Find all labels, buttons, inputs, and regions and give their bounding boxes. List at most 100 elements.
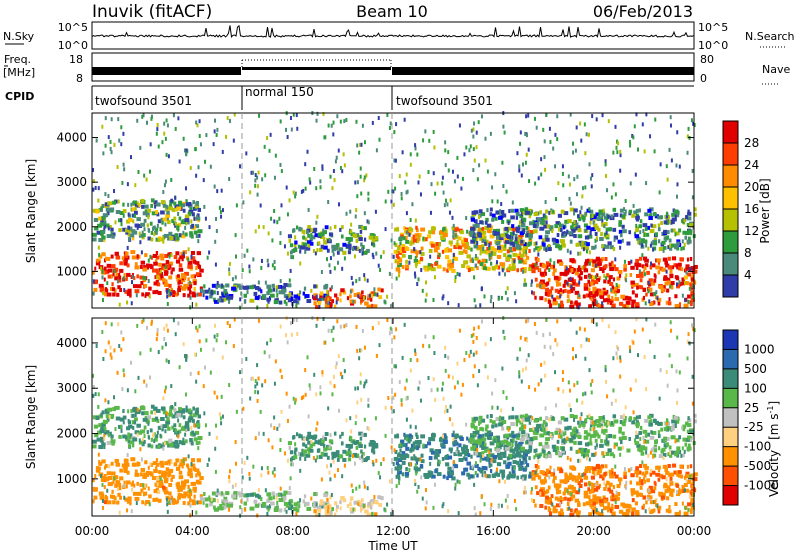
power-cell xyxy=(428,248,433,253)
velocity-cell xyxy=(575,490,580,495)
power-cell xyxy=(414,233,420,238)
velocity-cell xyxy=(621,421,626,426)
velocity-cell xyxy=(431,474,436,479)
velocity-noise xyxy=(429,461,432,466)
power-cell xyxy=(603,279,607,284)
power-noise xyxy=(648,299,651,304)
power-noise xyxy=(582,186,585,191)
power-cell xyxy=(605,233,610,238)
power-noise xyxy=(579,251,582,256)
power-noise xyxy=(304,186,307,191)
power-cell xyxy=(178,203,182,208)
velocity-cell xyxy=(335,504,339,509)
velocity-cell xyxy=(539,487,545,492)
power-cell xyxy=(349,229,353,234)
velocity-cell xyxy=(314,458,317,463)
power-cell xyxy=(125,259,128,264)
power-cell xyxy=(134,265,140,270)
velocity-cell xyxy=(302,442,305,447)
velocity-cell xyxy=(609,508,613,513)
velocity-cell xyxy=(640,445,645,450)
power-noise xyxy=(447,150,450,155)
power-cell xyxy=(184,232,188,237)
velocity-cell xyxy=(581,422,586,427)
power-cell xyxy=(612,207,617,212)
power-cell xyxy=(366,304,372,309)
power-cell xyxy=(631,213,636,218)
power-cell xyxy=(168,283,172,288)
power-cell xyxy=(427,263,432,268)
power-cell xyxy=(118,228,122,233)
power-noise xyxy=(468,148,471,153)
power-noise xyxy=(187,247,190,252)
power-cell xyxy=(320,234,325,239)
power-noise xyxy=(649,134,652,139)
velocity-noise xyxy=(420,475,423,480)
power-cell xyxy=(588,304,593,309)
power-cell xyxy=(126,263,130,268)
power-noise xyxy=(505,189,508,194)
power-cell xyxy=(172,236,176,241)
power-noise xyxy=(269,132,272,137)
power-cell xyxy=(304,249,307,254)
velocity-cell xyxy=(656,465,661,470)
power-cell xyxy=(528,267,533,272)
velocity-cell xyxy=(345,443,351,448)
power-noise xyxy=(390,199,393,204)
power-noise xyxy=(475,130,478,135)
velocity-cell xyxy=(584,448,588,453)
velocity-cell xyxy=(420,453,424,458)
velocity-cell xyxy=(144,460,148,465)
velocity-cell xyxy=(634,441,640,446)
power-noise xyxy=(628,139,631,144)
power-noise xyxy=(645,181,648,186)
velocity-cell xyxy=(322,452,328,457)
power-noise xyxy=(154,204,157,209)
power-cell xyxy=(310,235,316,240)
velocity-cell xyxy=(198,440,201,445)
power-noise xyxy=(491,185,494,190)
power-cell xyxy=(628,209,633,214)
power-noise xyxy=(374,292,377,297)
power-noise xyxy=(157,144,160,149)
velocity-cell xyxy=(211,491,217,496)
power-noise xyxy=(220,188,223,193)
power-cell xyxy=(170,198,173,203)
velocity-cell xyxy=(670,450,676,455)
power-cell xyxy=(667,277,670,282)
power-noise xyxy=(451,169,454,174)
velocity-cell xyxy=(583,472,587,477)
power-noise xyxy=(214,239,217,244)
power-cell xyxy=(162,203,167,208)
power-cell xyxy=(148,286,152,291)
power-cell xyxy=(685,264,690,269)
power-noise xyxy=(665,164,668,169)
velocity-noise xyxy=(556,342,559,347)
velocity-cell xyxy=(153,489,158,494)
velocity-cell xyxy=(125,458,129,463)
power-cell xyxy=(299,249,302,254)
power-cell xyxy=(323,293,327,298)
velocity-cell xyxy=(595,418,600,423)
power-noise xyxy=(161,140,164,145)
power-noise xyxy=(548,210,551,215)
velocity-cell xyxy=(278,498,284,503)
power-cell xyxy=(618,222,622,227)
velocity-noise xyxy=(275,496,278,501)
power-cell xyxy=(331,299,335,304)
power-cell xyxy=(152,253,158,258)
power-noise xyxy=(315,294,318,299)
velocity-cell xyxy=(491,424,495,429)
power-noise xyxy=(139,240,142,245)
velocity-cell xyxy=(346,504,350,509)
power-noise xyxy=(254,183,257,188)
power-cell xyxy=(489,234,495,239)
velocity-noise xyxy=(559,428,562,433)
velocity-cell xyxy=(655,465,658,470)
velocity-cell xyxy=(408,433,412,438)
power-noise xyxy=(631,133,634,138)
power-cell xyxy=(502,246,507,251)
power-noise xyxy=(235,203,238,208)
velocity-cell xyxy=(511,430,515,435)
power-cell xyxy=(623,264,627,269)
